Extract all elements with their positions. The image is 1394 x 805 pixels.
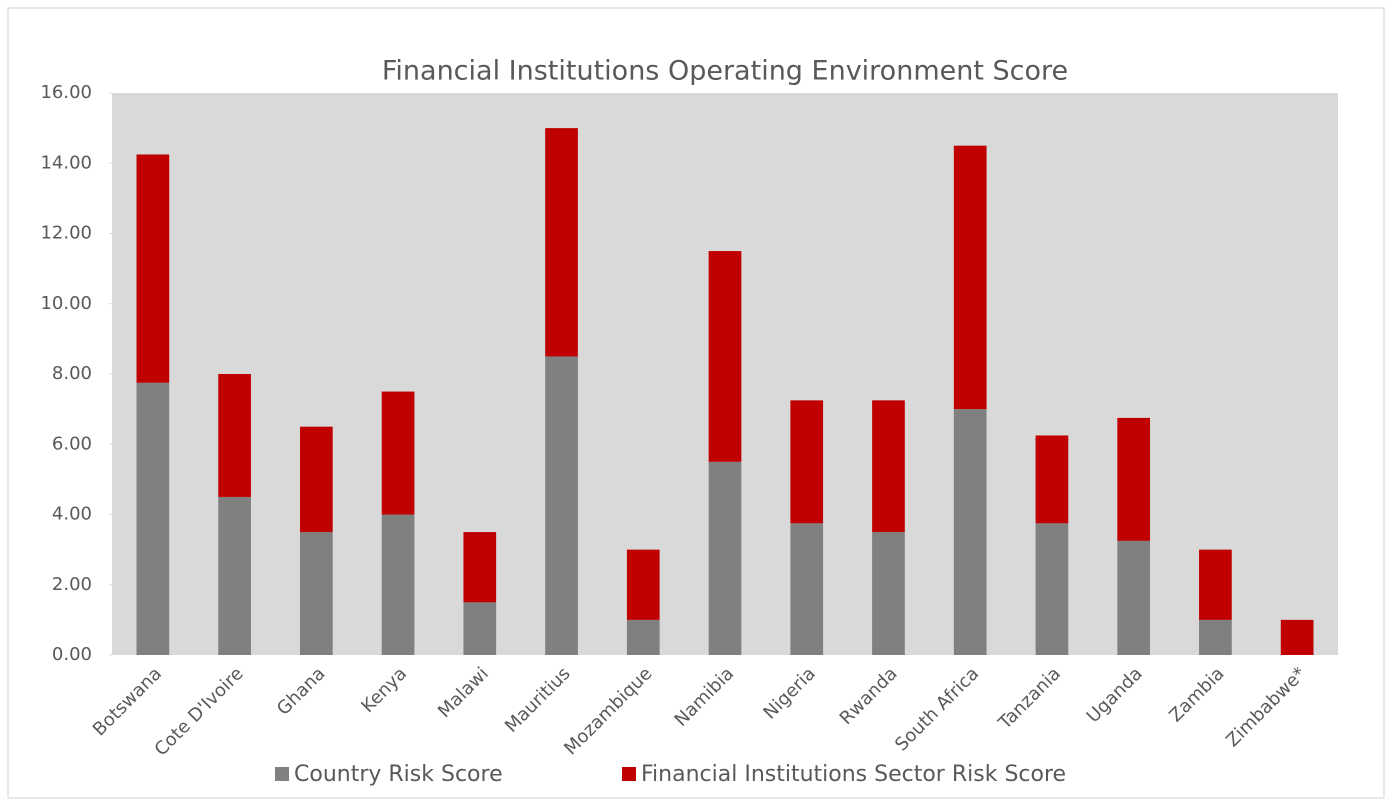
bar-segment bbox=[790, 523, 824, 655]
bar-segment bbox=[136, 154, 170, 383]
y-tick-label: 4.00 bbox=[52, 504, 92, 525]
bar-segment bbox=[1035, 523, 1069, 655]
bar-segment bbox=[626, 549, 660, 620]
bar-segment bbox=[872, 532, 905, 655]
bar-segment bbox=[463, 602, 497, 655]
bar-segment bbox=[1035, 435, 1069, 524]
bar-segment bbox=[626, 619, 660, 655]
bar-segment bbox=[1199, 549, 1232, 620]
bar-segment bbox=[218, 374, 251, 497]
bar-segment bbox=[708, 251, 742, 462]
bar-segment bbox=[790, 400, 824, 524]
legend-swatch bbox=[622, 767, 636, 781]
bar-segment bbox=[872, 400, 905, 533]
y-tick-label: 2.00 bbox=[52, 574, 92, 595]
legend-swatch bbox=[275, 767, 289, 781]
bar-segment bbox=[1199, 619, 1232, 655]
y-tick-label: 6.00 bbox=[52, 433, 92, 454]
y-tick-label: 12.00 bbox=[40, 223, 92, 244]
bar-segment bbox=[953, 145, 987, 410]
y-tick-label: 16.00 bbox=[40, 82, 92, 103]
bar-segment bbox=[1117, 540, 1151, 655]
bar-segment bbox=[1280, 619, 1314, 655]
y-tick-label: 10.00 bbox=[40, 293, 92, 314]
bar-segment bbox=[381, 391, 415, 515]
bar-segment bbox=[299, 426, 333, 533]
bar-segment bbox=[545, 356, 578, 655]
legend-label: Financial Institutions Sector Risk Score bbox=[641, 762, 1066, 787]
bar-segment bbox=[545, 128, 578, 357]
bar-segment bbox=[953, 409, 987, 655]
bar-segment bbox=[463, 532, 497, 603]
bar-segment bbox=[218, 496, 251, 655]
bar-segment bbox=[381, 514, 415, 655]
bar-segment bbox=[299, 532, 333, 655]
bar-segment bbox=[708, 461, 742, 655]
bar-segment bbox=[136, 382, 170, 655]
y-tick-label: 14.00 bbox=[40, 152, 92, 173]
legend-label: Country Risk Score bbox=[294, 762, 503, 787]
y-tick-label: 0.00 bbox=[52, 644, 92, 665]
chart-title: Financial Institutions Operating Environ… bbox=[382, 56, 1068, 87]
bar-segment bbox=[1117, 417, 1151, 541]
y-tick-label: 8.00 bbox=[52, 363, 92, 384]
